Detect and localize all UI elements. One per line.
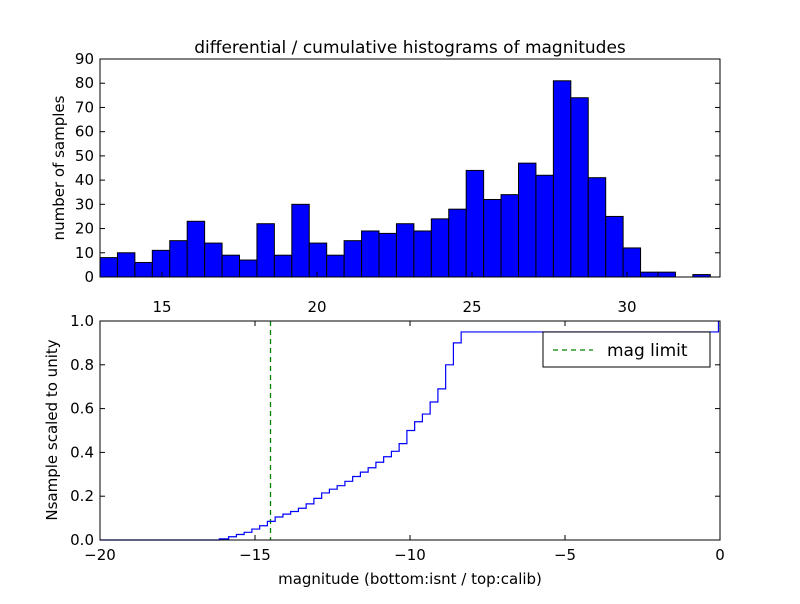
top-y-tick-label: 10 (75, 244, 94, 262)
histogram-bar (291, 203, 310, 278)
histogram-bar (308, 242, 328, 278)
histogram-bar (587, 177, 607, 278)
histogram-bar (483, 198, 502, 278)
bottom-x-tick-label: −10 (394, 546, 426, 564)
top-x-tick-label: 20 (307, 298, 326, 316)
top-y-tick-label: 0 (84, 268, 94, 286)
top-y-tick-label: 60 (75, 123, 94, 141)
histogram-bar (378, 232, 397, 278)
top-x-tick-label: 15 (152, 298, 171, 316)
bottom-y-tick-label: 0.2 (70, 487, 94, 505)
histogram-bar (221, 254, 240, 278)
histogram-bar (326, 254, 345, 278)
histogram-bar (169, 240, 188, 278)
bottom-plot-frame (99, 320, 721, 541)
histogram-bar (343, 240, 363, 278)
top-y-axis-label: number of samples (50, 95, 68, 240)
chart-title: differential / cumulative histograms of … (194, 38, 626, 58)
histogram-bar (273, 254, 293, 278)
bottom-x-tick-label: −15 (239, 546, 271, 564)
cumulative-step-line (100, 321, 720, 541)
histogram-bar (413, 230, 432, 278)
top-y-tick-label: 30 (75, 195, 94, 213)
bottom-x-tick-label: 0 (715, 546, 725, 564)
histogram-bar (640, 271, 659, 278)
histogram-bar (657, 271, 676, 278)
legend: mag limit (542, 331, 711, 368)
histogram-panel: differential / cumulative histograms of … (50, 38, 721, 316)
histogram-bar (570, 97, 589, 278)
top-y-tick-label: 70 (75, 98, 94, 116)
top-y-tick-label: 90 (75, 50, 94, 68)
histogram-bar (134, 261, 153, 278)
top-x-tick-label: 30 (617, 298, 636, 316)
bottom-y-tick-label: 0.6 (70, 400, 94, 418)
top-y-tick-label: 20 (75, 220, 94, 238)
histogram-bar (500, 194, 519, 278)
top-y-tick-label: 80 (75, 74, 94, 92)
bottom-x-tick-label: −20 (84, 546, 116, 564)
bottom-x-axis-label: magnitude (bottom:isnt / top:calib) (278, 570, 542, 588)
histogram-bars (99, 80, 711, 278)
top-plot-frame (99, 58, 721, 278)
histogram-bar (430, 218, 450, 278)
histogram-bar (99, 257, 118, 278)
top-y-tick-label: 50 (75, 147, 94, 165)
legend-box (542, 331, 711, 368)
bottom-y-tick-label: 0.8 (70, 356, 94, 374)
histogram-bar (151, 249, 171, 278)
histogram-bar (186, 220, 206, 278)
histogram-bar (605, 215, 624, 278)
bottom-y-tick-label: 1.0 (70, 312, 94, 330)
histogram-bar (622, 247, 642, 278)
histogram-bar (361, 230, 380, 278)
histogram-bar (552, 80, 572, 278)
bottom-x-tick-label: −5 (554, 546, 576, 564)
histogram-bar (395, 223, 415, 278)
histogram-bar (518, 162, 537, 278)
bottom-axis-ticks: −20 −15 −10 −5 0 0.0 0.2 0.4 0.6 0.8 1.0 (70, 312, 725, 564)
legend-label: mag limit (607, 341, 688, 361)
top-x-tick-label: 25 (462, 298, 481, 316)
cumulative-panel: Nsample scaled to unity magnitude (botto… (43, 312, 725, 588)
histogram-bar (239, 259, 258, 278)
histogram-bar (204, 242, 223, 278)
histogram-bar (256, 223, 275, 278)
histogram-bar (448, 208, 467, 278)
bottom-y-tick-label: 0.0 (70, 531, 94, 549)
top-y-tick-label: 40 (75, 171, 94, 189)
bottom-y-axis-label: Nsample scaled to unity (43, 339, 61, 520)
histogram-bar (116, 252, 136, 278)
top-axis-ticks: 0 10 20 30 40 50 60 70 80 90 15 20 25 30 (75, 50, 720, 316)
bottom-y-tick-label: 0.4 (70, 443, 94, 461)
histogram-bar (535, 174, 554, 278)
histogram-bar (465, 169, 485, 278)
